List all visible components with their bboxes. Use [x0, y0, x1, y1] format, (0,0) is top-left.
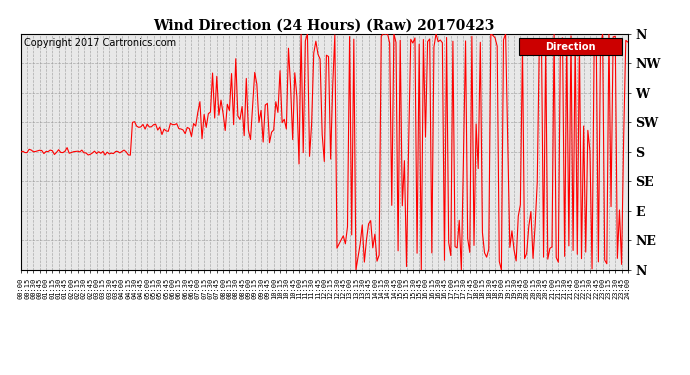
Title: Wind Direction (24 Hours) (Raw) 20170423: Wind Direction (24 Hours) (Raw) 20170423: [154, 19, 495, 33]
Text: Copyright 2017 Cartronics.com: Copyright 2017 Cartronics.com: [23, 39, 176, 48]
Text: Direction: Direction: [545, 42, 595, 52]
FancyBboxPatch shape: [519, 39, 622, 55]
